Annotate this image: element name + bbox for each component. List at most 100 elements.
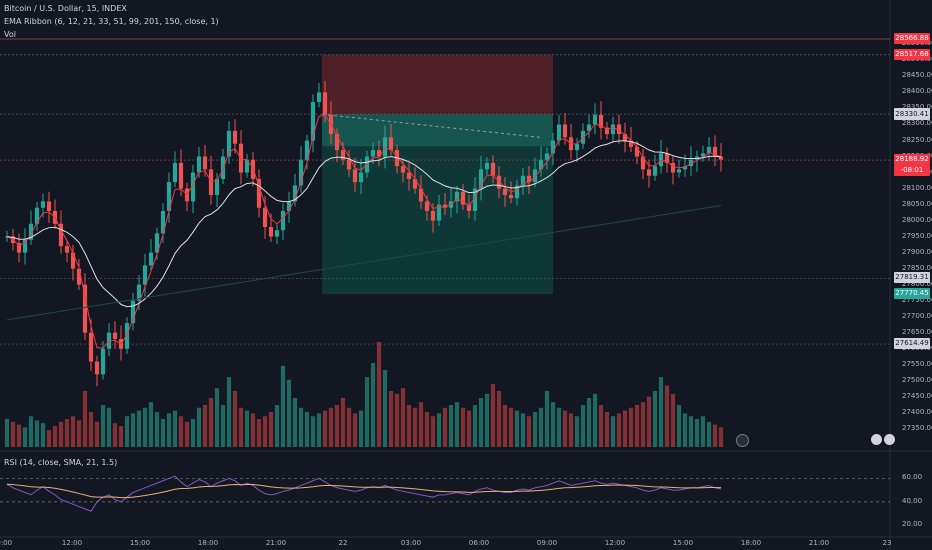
volume-bar [334, 405, 340, 447]
candle-body [478, 169, 484, 189]
candle-body [406, 172, 412, 179]
candle-body [436, 204, 442, 221]
volume-bar [322, 410, 328, 447]
volume-bar [136, 410, 142, 447]
volume-bar [88, 412, 94, 447]
volume-bar [40, 423, 46, 447]
volume-bar [64, 419, 70, 447]
volume-bar [154, 412, 160, 447]
volume-bar [256, 419, 262, 447]
candle-body [430, 210, 436, 221]
volume-bar [220, 405, 226, 447]
candle-body [346, 159, 352, 170]
flag-icon [884, 434, 895, 445]
volume-bar [286, 379, 292, 447]
volume-bar [118, 426, 124, 447]
volume-bar [550, 402, 556, 447]
volume-bar [172, 410, 178, 447]
time-axis-tick: 09:00 [0, 539, 13, 547]
candle-body [280, 210, 286, 231]
candle-body [82, 284, 88, 333]
candle-body [610, 124, 616, 135]
candle-body [622, 134, 628, 141]
volume-bar [718, 427, 724, 447]
rsi-legend[interactable]: RSI (14, close, SMA, 21, 1.5) [4, 458, 118, 467]
candle-body [544, 153, 550, 160]
volume-bar [706, 421, 712, 447]
volume-bar [226, 377, 232, 447]
candle-body [616, 124, 622, 135]
candle-body [466, 204, 472, 211]
volume-bar [628, 407, 634, 447]
candle-body [358, 172, 364, 183]
flag-icon [871, 434, 882, 445]
volume-bar [364, 377, 370, 447]
candle-body [424, 201, 430, 211]
rsi-axis-tick: 60.00 [902, 473, 923, 482]
volume-legend[interactable]: Vol [4, 30, 16, 39]
volume-bar [148, 402, 154, 447]
volume-bar [202, 405, 208, 447]
take-profit-zone-filled [322, 114, 553, 147]
volume-bar [640, 402, 646, 447]
volume-bar [280, 365, 286, 447]
volume-bar [598, 405, 604, 447]
volume-bar [442, 407, 448, 447]
time-axis-tick: 12:00 [604, 539, 626, 547]
volume-bar [556, 407, 562, 447]
candle-body [562, 124, 568, 138]
candle-body [640, 156, 646, 170]
candle-body [388, 137, 394, 151]
volume-bar [76, 420, 82, 447]
volume-bar [160, 419, 166, 447]
volume-bar [610, 416, 616, 447]
volume-bar [394, 393, 400, 447]
time-axis-tick: 06:00 [468, 539, 490, 547]
candle-body [130, 300, 136, 324]
ema-ribbon-legend[interactable]: EMA Ribbon (6, 12, 21, 33, 51, 99, 201, … [4, 17, 219, 26]
volume-bar [532, 412, 538, 447]
candle-body [112, 332, 118, 340]
candle-body [214, 178, 220, 195]
volume-bar [184, 421, 190, 447]
volume-bar [16, 424, 22, 447]
volume-bar [622, 410, 628, 447]
volume-bar [214, 388, 220, 447]
symbol-legend[interactable]: Bitcoin / U.S. Dollar, 15, INDEX [4, 4, 127, 13]
volume-bar [124, 416, 130, 447]
volume-bar [502, 405, 508, 447]
volume-bar [34, 420, 40, 447]
volume-bar [688, 416, 694, 447]
candle-body [190, 172, 196, 202]
time-axis-tick: 23 [882, 539, 892, 547]
volume-bar [382, 370, 388, 447]
candle-body [70, 252, 76, 269]
volume-bar [130, 413, 136, 447]
price-axis-tick: 28050.00 [902, 199, 932, 208]
candle-body [166, 182, 172, 211]
candle-body [682, 166, 688, 170]
candle-body [334, 134, 340, 151]
candle-body [244, 159, 250, 173]
candle-body [550, 140, 556, 154]
candle-body [28, 223, 34, 240]
volume-bar [316, 413, 322, 447]
volume-bar [346, 407, 352, 447]
volume-bar [190, 419, 196, 447]
candle-body [142, 265, 148, 285]
candle-body [418, 188, 424, 202]
time-axis-tick: 03:00 [400, 539, 422, 547]
candle-body [124, 323, 130, 349]
candle-body [148, 252, 154, 266]
candle-body [490, 162, 496, 176]
candle-body [514, 185, 520, 199]
volume-bar [568, 413, 574, 447]
candle-body [298, 159, 304, 186]
candle-body [586, 124, 592, 131]
volume-bar [646, 396, 652, 447]
volume-bar [490, 384, 496, 447]
candle-body [652, 166, 658, 176]
candle-body [460, 191, 466, 205]
time-axis-tick: 18:00 [197, 539, 219, 547]
